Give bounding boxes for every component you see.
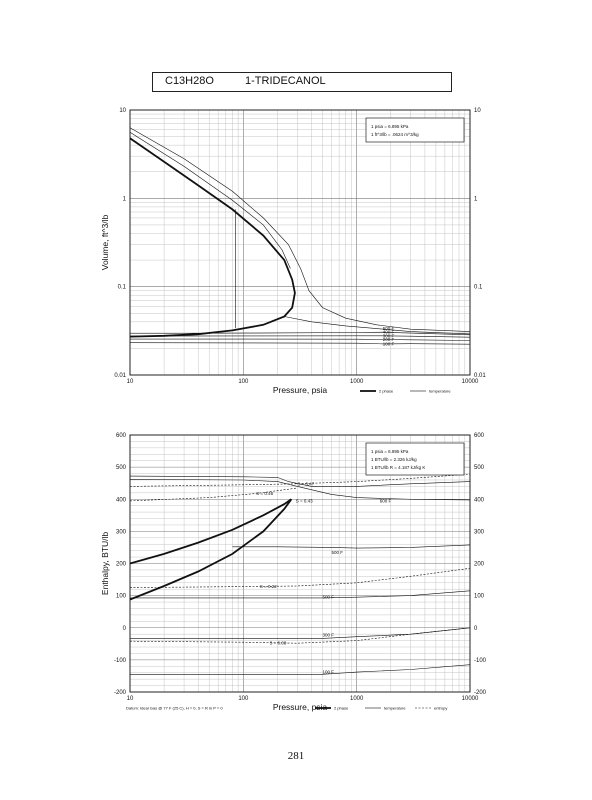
- conversion-note: 1 BTU/lb = 2.326 kJ/kg: [371, 457, 417, 462]
- temperature-line: [130, 627, 471, 639]
- legend-label: entropy: [434, 706, 447, 711]
- entropy-label: S = 0.00: [269, 641, 286, 646]
- legend-label: temperature: [429, 389, 451, 394]
- temperature-line: [129, 475, 471, 487]
- conversion-note: 1 psia = 6.895 kPa: [371, 449, 409, 454]
- y-tick-label-right: 200: [474, 562, 485, 568]
- isotherm-label: 400 F: [383, 330, 395, 335]
- y-axis-label: Enthalpy, BTU/lb: [100, 532, 110, 595]
- y-tick-label: 300: [116, 529, 127, 535]
- temperature-line: [129, 131, 291, 269]
- isotherm-label: 100 F: [323, 670, 335, 675]
- y-tick-label: 10: [119, 108, 126, 114]
- x-axis-label: Pressure, psia: [273, 385, 328, 395]
- legend-label: temperature: [384, 706, 406, 711]
- y-tick-label-right: 0: [474, 626, 478, 632]
- y-tick-label: 0.1: [118, 285, 127, 291]
- isotherm-label: 500 F: [323, 595, 335, 600]
- legend-label: 2 phase: [334, 706, 349, 711]
- entropy-label: S = 0.43: [296, 498, 313, 503]
- y-tick-label: 0.01: [114, 373, 126, 379]
- isotherm-label: 300 F: [383, 333, 395, 338]
- y-tick-label-right: 600: [474, 433, 485, 439]
- y-tick-label: -100: [114, 658, 127, 664]
- isotherm-label: 600 F: [380, 498, 392, 503]
- y-tick-label-right: 100: [474, 594, 485, 600]
- y-tick-label-right: 0.01: [474, 373, 486, 379]
- y-tick-label-right: 1: [474, 196, 478, 202]
- isotherm-label: 300 F: [323, 632, 335, 637]
- isotherm-label: 100 F: [383, 341, 395, 346]
- isotherm-label: 500 F: [332, 550, 344, 555]
- y-tick-label: 100: [116, 594, 127, 600]
- x-axis-label: Pressure, psia: [273, 702, 328, 712]
- y-tick-label-right: 10: [474, 108, 481, 114]
- x-tick-label: 100: [238, 379, 249, 385]
- y-tick-label: 400: [116, 497, 127, 503]
- entropy-label: S = 0.47: [297, 481, 314, 486]
- page-number: 281: [287, 750, 305, 762]
- conversion-note: 1 psia = 6.895 kPa: [371, 124, 409, 129]
- entropy-label: S = 0.22: [260, 584, 277, 589]
- y-tick-label-right: 400: [474, 497, 485, 503]
- temperature-line: [130, 664, 471, 675]
- conversion-box: [365, 442, 465, 476]
- temperature-line: [129, 331, 471, 336]
- temperature-line: [284, 316, 471, 335]
- isotherm-label: 200 F: [383, 337, 395, 342]
- chemical-name: 1-TRIDECANOL: [245, 75, 326, 87]
- y-tick-label-right: 0.1: [474, 285, 483, 291]
- y-tick-label: 600: [116, 433, 127, 439]
- x-tick-label: 1000: [350, 379, 364, 385]
- entropy-line: [129, 627, 471, 644]
- entropy-line: [129, 473, 471, 487]
- temperature-line: [130, 590, 471, 599]
- y-tick-label-right: -200: [474, 690, 487, 696]
- y-tick-label: 1: [123, 196, 127, 202]
- x-tick-label: 10000: [462, 696, 479, 702]
- datum-footnote: Datum: Ideal Gas @ 77 F (25 C), H = 0, S…: [126, 706, 223, 711]
- y-axis-label: Volume, ft^3/lb: [100, 214, 110, 270]
- legend-label: 2 phase: [379, 389, 394, 394]
- x-tick-label: 100: [238, 696, 249, 702]
- x-tick-label: 10: [127, 696, 134, 702]
- chart-title-box: C13H28O 1-TRIDECANOL: [152, 72, 452, 92]
- y-tick-label: 500: [116, 465, 127, 471]
- temperature-line: [129, 479, 471, 501]
- plot-frame: [129, 109, 471, 376]
- two-phase-curve: [129, 137, 296, 338]
- entropy-line: [129, 487, 298, 502]
- entropy-line: [129, 568, 471, 588]
- y-tick-label-right: 500: [474, 465, 485, 471]
- x-tick-label: 10: [127, 379, 134, 385]
- isotherm-label: 500 F: [383, 326, 395, 331]
- chemical-formula: C13H28O: [165, 75, 214, 87]
- temperature-line: [130, 338, 471, 341]
- y-tick-label-right: -100: [474, 658, 487, 664]
- entropy-label: S = 0.46: [256, 491, 273, 496]
- y-tick-label: 200: [116, 562, 127, 568]
- y-tick-label: -200: [114, 690, 127, 696]
- conversion-note: 1 ft^3/lb = .0624 m^3/kg: [371, 132, 419, 137]
- conversion-box: [365, 117, 465, 143]
- y-tick-label-right: 300: [474, 529, 485, 535]
- two-phase-curve: [129, 498, 293, 601]
- temperature-line: [232, 544, 471, 549]
- temperature-line: [129, 342, 471, 345]
- x-tick-label: 10000: [462, 379, 479, 385]
- x-tick-label: 1000: [350, 696, 364, 702]
- conversion-note: 1 BTU/lb R = 4.187 kJ/kg K: [371, 465, 425, 470]
- temperature-line: [129, 127, 471, 332]
- temperature-line: [129, 335, 471, 338]
- y-tick-label: 0: [123, 626, 127, 632]
